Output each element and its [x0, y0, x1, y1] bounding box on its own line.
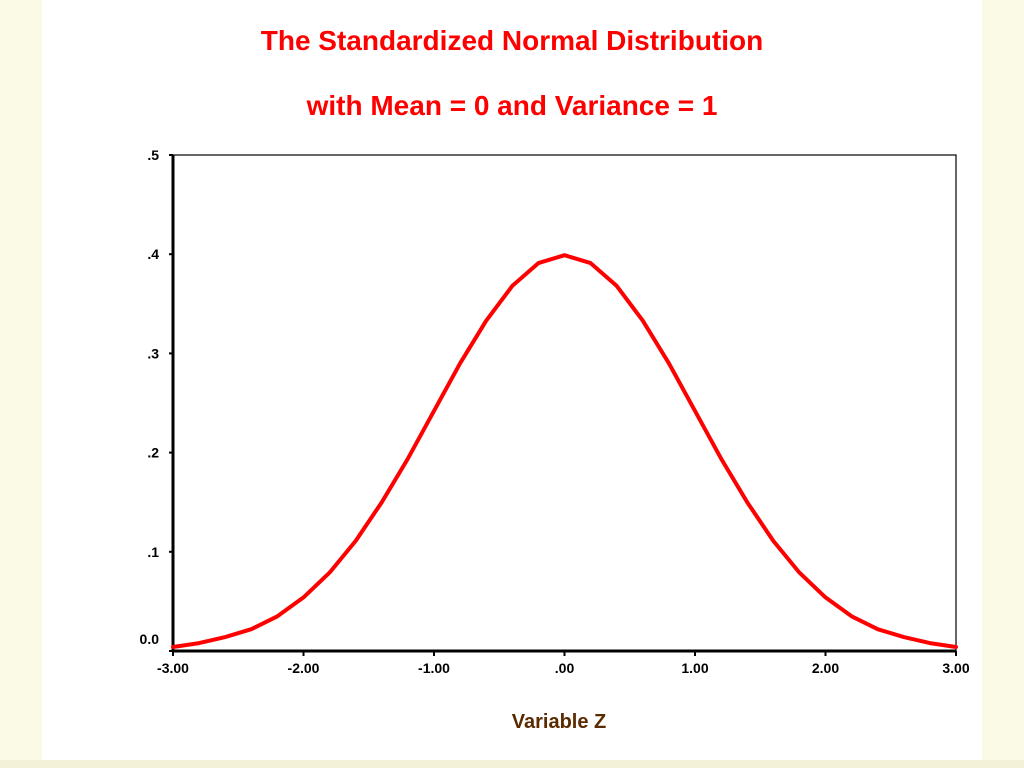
x-tick-label: -3.00 — [157, 660, 189, 676]
y-axis-ticks: 0.0 .1 .2 .3 .4 .5 — [140, 147, 173, 652]
plot-area — [172, 154, 957, 652]
x-tick-label: 3.00 — [942, 660, 969, 676]
y-tick-label: .3 — [147, 345, 159, 361]
x-tick-label: .00 — [555, 660, 575, 676]
x-tick-label: -1.00 — [418, 660, 450, 676]
chart-subtitle: with Mean = 0 and Variance = 1 — [306, 90, 718, 121]
x-axis-title: Variable Z — [512, 711, 607, 733]
chart-title: The Standardized Normal Distribution — [260, 25, 764, 56]
x-tick-label: 2.00 — [812, 660, 839, 676]
y-tick-label: .4 — [147, 246, 159, 262]
y-tick-label: .1 — [147, 544, 159, 560]
y-tick-label: 0.0 — [140, 631, 160, 647]
normal-curve-line — [171, 253, 958, 649]
x-tick-label: 1.00 — [681, 660, 708, 676]
bottom-strip — [0, 760, 1024, 768]
x-axis-ticks: -3.00 -2.00 -1.00 .00 1.00 2.00 3.00 — [157, 651, 970, 676]
x-tick-label: -2.00 — [288, 660, 320, 676]
y-tick-label: .2 — [147, 445, 159, 461]
y-tick-label: .5 — [147, 147, 159, 163]
